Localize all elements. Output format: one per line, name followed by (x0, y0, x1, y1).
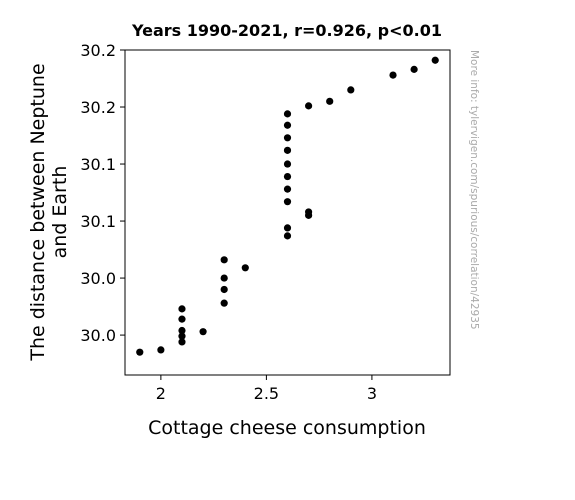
data-point (283, 160, 292, 168)
data-point (431, 56, 439, 64)
x-tick-label: 2 (156, 384, 166, 403)
data-point (283, 146, 292, 154)
data-point (283, 134, 292, 142)
data-point (283, 121, 292, 129)
x-tick-label: 2.5 (254, 384, 279, 403)
y-tick-label: 30.2 (80, 98, 116, 117)
x-axis: 2 2.5 3 (156, 375, 377, 403)
data-point (220, 299, 228, 307)
x-tick-label: 3 (367, 384, 377, 403)
x-axis-label: Cottage cheese consumption (148, 417, 426, 439)
data-point (283, 110, 292, 118)
data-point (389, 71, 397, 79)
chart-title: Years 1990-2021, r=0.926, p<0.01 (131, 21, 442, 40)
data-point (178, 315, 186, 323)
data-point (241, 264, 249, 272)
data-point (305, 211, 313, 219)
plot-area (124, 49, 451, 376)
data-point (283, 232, 292, 240)
data-point (283, 224, 292, 232)
data-point (410, 65, 418, 73)
data-point (220, 274, 228, 282)
y-axis: 30.0 30.0 30.1 30.1 30.2 30.2 (80, 41, 125, 345)
data-point (199, 328, 207, 336)
data-point (283, 185, 292, 193)
watermark-text: More info: tylervigen.com/spurious/corre… (468, 50, 480, 330)
y-tick-label: 30.0 (80, 269, 116, 288)
data-points (136, 56, 439, 356)
y-tick-label: 30.1 (80, 155, 116, 174)
y-tick-label: 30.0 (80, 326, 116, 345)
data-point (220, 256, 228, 264)
data-point (136, 348, 144, 356)
data-point (283, 198, 292, 206)
data-point (157, 346, 165, 354)
y-axis-label-line-1: The distance between Neptune (27, 63, 49, 361)
data-point (283, 172, 292, 181)
data-point (178, 338, 186, 346)
data-point (326, 97, 334, 105)
y-axis-label-line-2: and Earth (49, 166, 71, 259)
y-tick-label: 30.1 (80, 212, 116, 231)
data-point (178, 305, 186, 313)
data-point (305, 102, 313, 110)
y-tick-label: 30.2 (80, 41, 116, 60)
data-point (178, 332, 186, 340)
data-point (178, 326, 186, 335)
data-point (220, 285, 228, 294)
data-point (347, 86, 355, 94)
